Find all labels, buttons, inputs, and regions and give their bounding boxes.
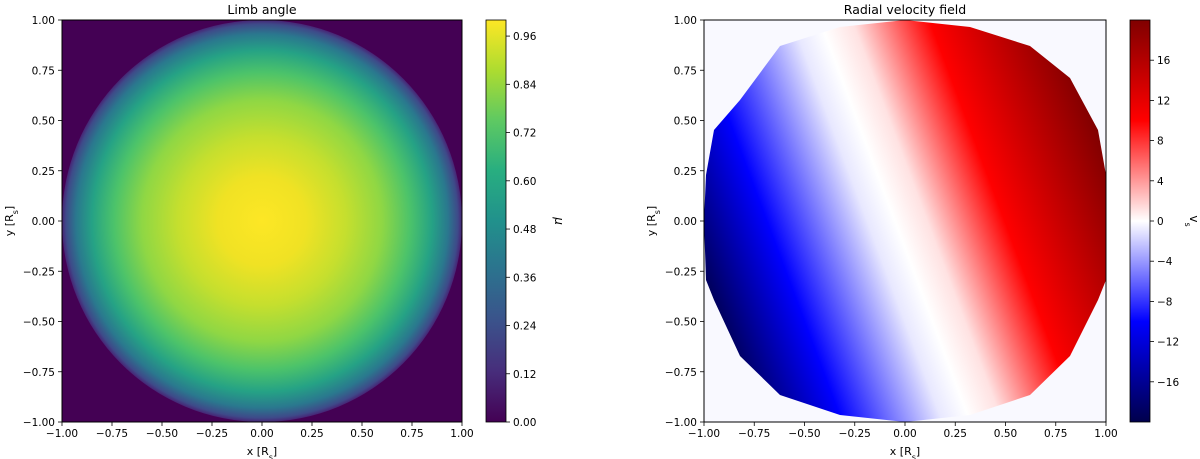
limb-angle-y-axis-label: y [Rs] [3,206,20,236]
y-tick-label: −1.00 [23,417,55,429]
y-tick-label: 0.00 [674,216,697,228]
x-tick-label: −1.00 [46,428,78,440]
colorbar-tick-label: 0.48 [513,224,536,236]
colorbar-tick-label: 16 [1157,55,1171,67]
colorbar-tick-label: −12 [1157,337,1179,349]
limb-angle-colorbar-ticks: 0.00 0.12 0.24 0.36 0.48 0.60 0.72 0.84 0.96 [506,31,537,429]
radial-velocity-panel: Radial velocity field −1.00 −0.75 −0.50 −0.… [645,2,1200,459]
colorbar-tick-label: 8 [1157,136,1164,148]
colorbar-tick-label: 0.12 [513,369,536,381]
x-tick-label: 0.50 [350,428,373,440]
x-tick-label: 1.00 [1094,428,1117,440]
radial-velocity-y-axis: −1.00 −0.75 −0.50 −0.25 0.00 0.25 0.50 0.75 1.00 [665,15,704,429]
colorbar-tick-label: −8 [1157,296,1172,308]
radial-velocity-title: Radial velocity field [844,2,966,17]
y-tick-label: 0.00 [32,216,55,228]
y-tick-label: −0.75 [665,367,697,379]
x-tick-label: 0.00 [893,428,916,440]
colorbar-tick-label: 12 [1157,95,1170,107]
y-tick-label: 0.75 [674,65,697,77]
colorbar-tick-label: 0.36 [513,272,537,284]
stellar-disk-limb [62,20,462,422]
x-tick-label: 1.00 [450,428,473,440]
radial-velocity-colorbar [1129,19,1151,423]
y-tick-label: 0.50 [32,116,55,128]
x-tick-label: 0.75 [400,428,423,440]
y-tick-label: 0.25 [32,166,55,178]
limb-angle-title: Limb angle [227,2,297,17]
y-tick-label: −0.75 [23,367,55,379]
colorbar-tick-label: 4 [1157,176,1164,188]
y-tick-label: 0.75 [32,65,55,77]
radial-velocity-y-axis-label: y [Rs] [645,206,662,236]
y-tick-label: −0.25 [23,266,55,278]
colorbar-tick-label: 0.00 [513,417,536,429]
x-tick-label: −0.50 [146,428,178,440]
x-tick-label: −0.25 [839,428,871,440]
x-tick-label: 0.50 [994,428,1017,440]
x-tick-label: 0.25 [944,428,967,440]
y-tick-label: 0.50 [674,116,697,128]
colorbar-tick-label: 0.60 [513,176,536,188]
limb-angle-y-axis: −1.00 −0.75 −0.50 −0.25 0.00 0.25 0.50 0.75 1.00 [23,15,62,429]
x-tick-label: −0.50 [788,428,820,440]
radial-velocity-colorbar-label: vs [1184,215,1200,226]
stellar-disk-velocity [704,20,1106,422]
y-tick-label: 0.25 [674,166,697,178]
x-tick-label: −0.25 [196,428,228,440]
colorbar-tick-label: 0 [1157,216,1164,228]
colorbar-tick-label: 0.84 [513,79,537,91]
radial-velocity-x-axis-label: x [Rs] [890,445,920,459]
colorbar-tick-label: 0.72 [513,128,536,140]
colorbar-tick-label: −16 [1157,377,1179,389]
x-tick-label: 0.00 [250,428,273,440]
radial-velocity-x-axis: −1.00 −0.75 −0.50 −0.25 0.00 0.25 0.50 0.75 1.00 [688,422,1118,440]
y-tick-label: −0.50 [665,317,697,329]
x-tick-label: −1.00 [688,428,720,440]
colorbar-tick-label: −4 [1157,256,1173,268]
y-tick-label: −0.50 [23,317,55,329]
y-tick-label: 1.00 [32,15,55,27]
limb-angle-x-axis: −1.00 −0.75 −0.50 −0.25 0.00 0.25 0.50 0.75 1.00 [46,422,474,440]
limb-angle-x-axis-label: x [Rs] [247,445,277,459]
y-tick-label: −1.00 [665,417,697,429]
limb-angle-colorbar [485,19,507,423]
limb-angle-panel: Limb angle −1.00 −0.75 −0.50 −0.25 0.00 0.25 0… [3,2,566,459]
y-tick-label: 1.00 [674,15,697,27]
x-tick-label: 0.25 [300,428,323,440]
limb-angle-colorbar-label: μ [552,216,566,225]
colorbar-tick-label: 0.24 [513,321,537,333]
x-tick-label: −0.75 [738,428,770,440]
y-tick-label: −0.25 [665,266,697,278]
radial-velocity-colorbar-ticks: −16 −12 −8 −4 0 4 8 12 16 [1150,55,1179,389]
x-tick-label: −0.75 [96,428,128,440]
x-tick-label: 0.75 [1044,428,1067,440]
colorbar-tick-label: 0.96 [513,31,537,43]
